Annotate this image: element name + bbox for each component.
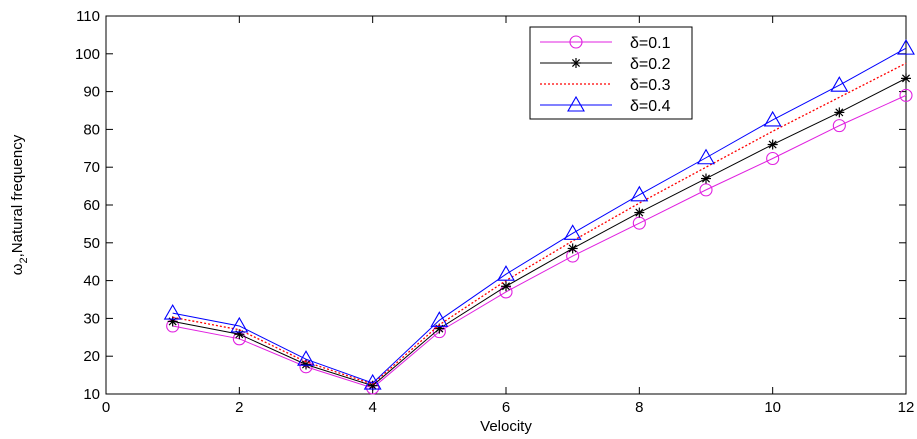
- y-tick-label: 20: [83, 348, 100, 365]
- triangle-marker: [163, 303, 182, 320]
- triangle-marker: [363, 373, 382, 390]
- circle-marker: [832, 119, 846, 133]
- x-tick-label: 12: [898, 399, 915, 416]
- circle-marker: [766, 151, 780, 166]
- asterisk-marker: [701, 173, 711, 184]
- y-axis-label-text: ,Natural frequency: [9, 134, 26, 257]
- triangle-marker: [297, 350, 315, 366]
- y-tick-label: 100: [75, 46, 100, 63]
- asterisk-marker: [901, 73, 911, 84]
- asterisk-marker: [767, 139, 778, 150]
- series-line: [172, 62, 907, 385]
- svg-text:ω2,Natural frequency: ω2,Natural frequency: [9, 134, 30, 275]
- circle-marker: [899, 88, 913, 102]
- legend-entry: δ=0.1: [540, 35, 671, 52]
- circle-marker: [569, 35, 583, 49]
- triangle-marker: [567, 95, 585, 112]
- x-tick-label: 4: [368, 399, 376, 416]
- asterisk-marker: [234, 329, 245, 340]
- legend-label: δ=0.2: [630, 56, 671, 73]
- x-tick-label: 8: [635, 399, 643, 416]
- asterisk-marker: [571, 58, 581, 68]
- y-tick-label: 70: [83, 159, 100, 176]
- triangle-marker: [630, 185, 649, 202]
- triangle-marker: [897, 39, 915, 55]
- triangle-marker: [830, 76, 849, 92]
- series-layer: [163, 39, 915, 395]
- y-tick-label: 110: [76, 8, 100, 25]
- x-tick-label: 2: [235, 399, 243, 416]
- asterisk-marker: [634, 207, 645, 218]
- circle-marker: [699, 183, 713, 197]
- legend-label: δ=0.1: [630, 35, 671, 52]
- y-tick-label: 60: [83, 197, 100, 214]
- y-axis-label-symbol: ω: [9, 263, 26, 275]
- x-tick-label: 0: [102, 399, 110, 416]
- y-tick-label: 80: [83, 121, 100, 138]
- y-axis-label: ω2,Natural frequency: [9, 134, 30, 275]
- asterisk-marker: [501, 281, 511, 292]
- series-3: [172, 62, 907, 385]
- axis-ticks: 0 2 4 6 8 10 12 10 20 30 40 50 60 70 80 90 100 110: [75, 8, 914, 416]
- series-line: [172, 77, 907, 387]
- legend-label: δ=0.3: [630, 77, 671, 94]
- y-tick-label: 30: [83, 310, 100, 327]
- y-axis-label-subscript: 2: [18, 257, 30, 263]
- series-4: [163, 39, 915, 390]
- y-tick-label: 40: [83, 273, 100, 290]
- legend-entry: δ=0.4: [540, 95, 671, 115]
- triangle-marker: [230, 316, 249, 333]
- legend-label: δ=0.4: [630, 98, 671, 115]
- triangle-marker: [763, 110, 782, 127]
- triangle-marker: [430, 311, 449, 327]
- legend-entry: δ=0.3: [540, 77, 671, 94]
- triangle-marker: [697, 148, 715, 165]
- asterisk-marker: [301, 359, 311, 370]
- series-line: [172, 94, 907, 389]
- asterisk-marker: [567, 243, 578, 254]
- series-line: [172, 47, 907, 384]
- triangle-marker: [563, 224, 582, 240]
- x-tick-label: 6: [502, 399, 510, 416]
- triangle-marker: [497, 265, 515, 281]
- legend: δ=0.1 δ=0.2 δ=0.3 δ=0.4: [529, 26, 693, 120]
- x-axis-label: Velocity: [480, 418, 532, 435]
- y-tick-label: 50: [83, 235, 100, 252]
- y-tick-label: 90: [83, 84, 100, 101]
- y-tick-label: 10: [83, 386, 100, 403]
- legend-entry: δ=0.2: [540, 56, 671, 73]
- asterisk-marker: [834, 107, 845, 118]
- plot-area: [105, 15, 907, 395]
- x-tick-label: 10: [764, 399, 781, 416]
